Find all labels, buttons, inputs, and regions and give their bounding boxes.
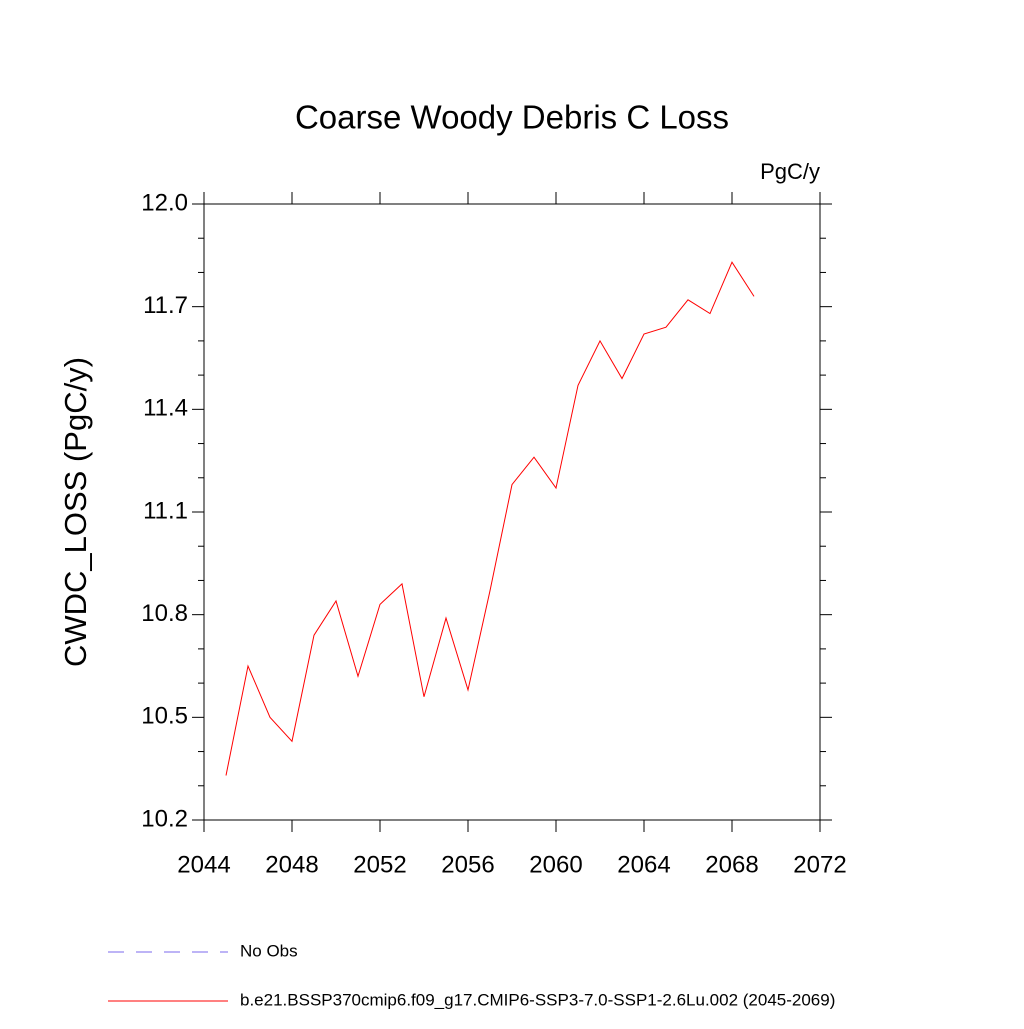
- y-tick-label: 10.5: [141, 703, 188, 730]
- y-tick-label: 12.0: [141, 189, 188, 216]
- x-tick-label: 2072: [793, 851, 846, 878]
- legend-label: No Obs: [240, 941, 298, 960]
- data-line: [225, 261, 755, 776]
- x-tick-label: 2060: [529, 851, 582, 878]
- x-tick-label: 2056: [441, 851, 494, 878]
- x-tick-label: 2052: [353, 851, 406, 878]
- units-label: PgC/y: [760, 159, 820, 184]
- x-tick-label: 2048: [265, 851, 318, 878]
- y-tick-label: 11.4: [143, 395, 188, 422]
- plot-frame: [203, 203, 821, 821]
- legend-label: b.e21.BSSP370cmip6.f09_g17.CMIP6-SSP3-7.…: [240, 990, 835, 1009]
- y-tick-label: 11.1: [143, 497, 188, 524]
- y-tick-label: 10.2: [141, 805, 188, 832]
- x-tick-label: 2044: [177, 851, 230, 878]
- x-tick-label: 2068: [705, 851, 758, 878]
- y-tick-label: 11.7: [143, 292, 188, 319]
- y-axis-label: CWDC_LOSS (PgC/y): [58, 357, 93, 667]
- chart-title: Coarse Woody Debris C Loss: [295, 99, 729, 136]
- y-tick-label: 10.8: [141, 600, 188, 627]
- x-tick-label: 2064: [617, 851, 670, 878]
